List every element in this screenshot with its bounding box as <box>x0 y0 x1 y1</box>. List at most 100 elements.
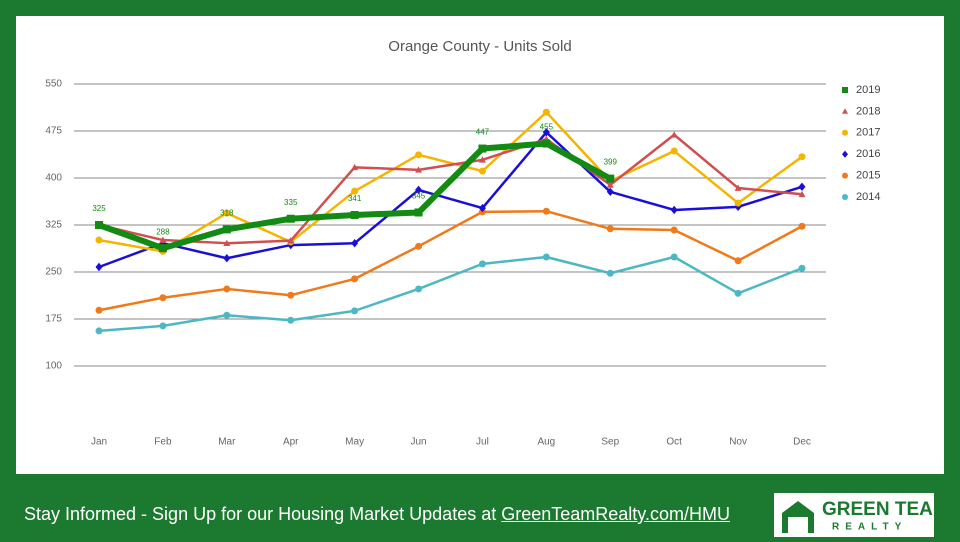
series-line <box>98 255 803 333</box>
marker <box>159 322 167 330</box>
chart-panel: Orange County - Units Sold 100 175 250 325 4… <box>16 16 944 474</box>
x-tick-label: Nov <box>729 437 747 448</box>
marker <box>842 194 848 200</box>
marker <box>287 291 295 299</box>
marker <box>478 203 486 213</box>
marker <box>159 294 167 302</box>
marker <box>223 239 231 246</box>
marker <box>542 128 550 137</box>
marker <box>670 131 678 138</box>
y-tick-label: 325 <box>45 220 62 231</box>
marker <box>95 221 103 230</box>
marker <box>670 147 678 155</box>
legend-label: 2015 <box>856 170 880 182</box>
x-tick-label: Jul <box>476 437 489 448</box>
marker <box>798 222 806 230</box>
marker <box>478 167 486 175</box>
legend-label: 2018 <box>856 105 880 117</box>
x-tick-label: Aug <box>537 437 555 448</box>
marker <box>287 237 295 244</box>
y-tick-label: 475 <box>45 126 62 137</box>
marker <box>223 285 231 293</box>
data-label: 335 <box>284 198 298 207</box>
marker <box>606 187 614 196</box>
footer-link[interactable]: GreenTeamRealty.com/HMU <box>501 504 730 524</box>
marker <box>606 269 614 277</box>
series-line <box>98 209 803 312</box>
marker <box>842 172 848 179</box>
marker <box>842 150 848 158</box>
marker <box>159 236 167 243</box>
x-tick-label: Mar <box>218 437 236 448</box>
marker <box>542 139 551 148</box>
data-label: 341 <box>348 194 362 203</box>
data-label: 325 <box>92 204 106 213</box>
marker <box>670 205 678 215</box>
marker <box>415 285 423 293</box>
marker <box>223 311 231 319</box>
marker <box>222 225 231 234</box>
chart-title: Orange County - Units Sold <box>388 38 571 55</box>
x-tick-label: Apr <box>283 437 299 448</box>
marker <box>286 214 295 223</box>
x-tick-label: May <box>345 437 364 448</box>
marker <box>95 327 103 335</box>
marker <box>351 275 359 283</box>
marker <box>734 199 742 207</box>
marker <box>842 108 848 114</box>
marker <box>542 207 550 215</box>
y-tick-label: 175 <box>45 314 62 325</box>
marker <box>606 181 614 188</box>
logo-line1: GREEN TEAM <box>822 499 934 520</box>
marker <box>478 144 487 153</box>
marker <box>351 163 359 171</box>
marker <box>415 185 423 195</box>
marker <box>287 316 295 324</box>
marker <box>542 108 550 116</box>
data-label: 447 <box>476 128 490 137</box>
marker <box>842 129 848 136</box>
y-tick-label: 400 <box>45 173 62 184</box>
series-line <box>98 133 803 245</box>
marker <box>842 87 848 93</box>
marker <box>95 236 103 244</box>
series-line <box>98 131 803 269</box>
legend-label: 2019 <box>856 84 880 96</box>
x-tick-label: Jan <box>91 437 107 448</box>
marker <box>415 151 423 159</box>
logo-graphic: GREEN TEAM REALTY <box>782 499 949 533</box>
legend-label: 2017 <box>856 127 880 139</box>
marker <box>798 264 806 272</box>
marker <box>223 209 231 217</box>
marker <box>734 257 742 265</box>
x-tick-label: Dec <box>793 437 811 448</box>
marker <box>670 253 678 261</box>
marker <box>542 253 550 261</box>
marker <box>223 254 231 263</box>
logo-line2: REALTY <box>832 522 907 533</box>
series-line <box>98 110 803 253</box>
x-tick-label: Jun <box>410 437 426 448</box>
legend-label: 2016 <box>856 148 880 160</box>
y-tick-label: 250 <box>45 267 62 278</box>
marker <box>95 306 103 314</box>
marker <box>351 238 359 248</box>
footer-text: Stay Informed - Sign Up for our Housing … <box>24 504 497 524</box>
marker <box>415 166 423 173</box>
legend-label: 2014 <box>856 191 880 203</box>
marker <box>478 156 486 163</box>
marker <box>606 225 614 233</box>
marker <box>351 187 359 195</box>
marker <box>414 208 423 217</box>
marker <box>734 184 742 191</box>
marker <box>95 262 103 272</box>
data-label: 455 <box>540 123 554 132</box>
marker <box>350 210 359 219</box>
data-label: 345 <box>412 192 426 201</box>
marker <box>734 289 742 297</box>
x-tick-label: Sep <box>601 437 619 448</box>
footer: Stay Informed - Sign Up for our Housing … <box>24 504 730 525</box>
y-tick-label: 100 <box>45 361 62 372</box>
marker <box>415 242 423 250</box>
